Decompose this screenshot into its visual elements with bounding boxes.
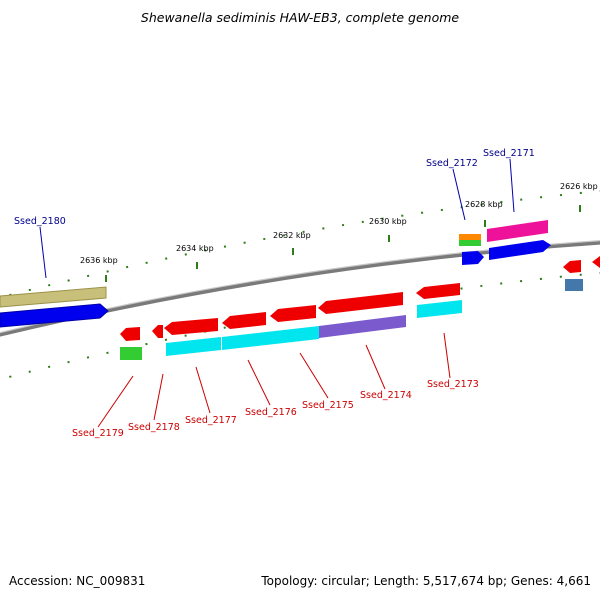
- gene-feature[interactable]: [459, 240, 481, 246]
- gene-label[interactable]: Ssed_2180: [14, 216, 66, 227]
- gene-label[interactable]: Ssed_2178: [128, 422, 180, 433]
- gene-feature[interactable]: [152, 325, 163, 338]
- gene-feature[interactable]: [416, 283, 460, 299]
- gene-feature[interactable]: [0, 303, 109, 328]
- gene-label[interactable]: Ssed_2174: [360, 390, 412, 401]
- gene-feature[interactable]: [417, 300, 462, 318]
- tick-label: 2630 kbp: [369, 217, 407, 226]
- forward-leader-lines: [39, 158, 515, 279]
- gene-label[interactable]: Ssed_2179: [72, 428, 124, 439]
- gene-feature[interactable]: [120, 347, 142, 360]
- gene-feature[interactable]: [222, 312, 266, 329]
- gene-feature[interactable]: [487, 220, 548, 242]
- gene-feature[interactable]: [489, 240, 551, 260]
- gene-label[interactable]: Ssed_2171: [483, 148, 535, 159]
- forward-features: [0, 220, 600, 328]
- tick-label: 2636 kbp: [80, 256, 118, 265]
- gene-feature[interactable]: [592, 256, 600, 268]
- gene-feature[interactable]: [318, 292, 403, 314]
- gene-label[interactable]: Ssed_2176: [245, 407, 297, 418]
- gene-feature[interactable]: [459, 234, 481, 240]
- gene-label[interactable]: Ssed_2177: [185, 415, 237, 426]
- gene-feature[interactable]: [0, 286, 107, 308]
- gene-feature[interactable]: [164, 318, 218, 335]
- gene-label[interactable]: Ssed_2173: [427, 379, 479, 390]
- gene-feature[interactable]: [120, 327, 140, 341]
- map-title: Shewanella sediminis HAW-EB3, complete g…: [140, 10, 460, 25]
- gene-feature[interactable]: [563, 260, 581, 273]
- reverse-leader-lines: [97, 332, 451, 428]
- gene-feature[interactable]: [462, 251, 484, 265]
- accession-text: Accession: NC_009831: [9, 574, 146, 588]
- gene-feature[interactable]: [270, 305, 316, 322]
- tick-label: 2634 kbp: [176, 244, 214, 253]
- gene-feature[interactable]: [565, 279, 583, 291]
- tick-label: 2628 kbp: [465, 200, 503, 209]
- major-ticks: [105, 205, 581, 282]
- reverse-features: [120, 283, 462, 360]
- tick-label: 2632 kbp: [273, 231, 311, 240]
- gene-feature[interactable]: [222, 326, 319, 350]
- gene-feature[interactable]: [319, 315, 406, 338]
- gene-label[interactable]: Ssed_2175: [302, 400, 354, 411]
- gene-feature[interactable]: [166, 337, 221, 356]
- gene-label[interactable]: Ssed_2172: [426, 158, 478, 169]
- genome-summary-text: Topology: circular; Length: 5,517,674 bp…: [261, 574, 591, 588]
- tick-label: 2626 kbp: [560, 182, 598, 191]
